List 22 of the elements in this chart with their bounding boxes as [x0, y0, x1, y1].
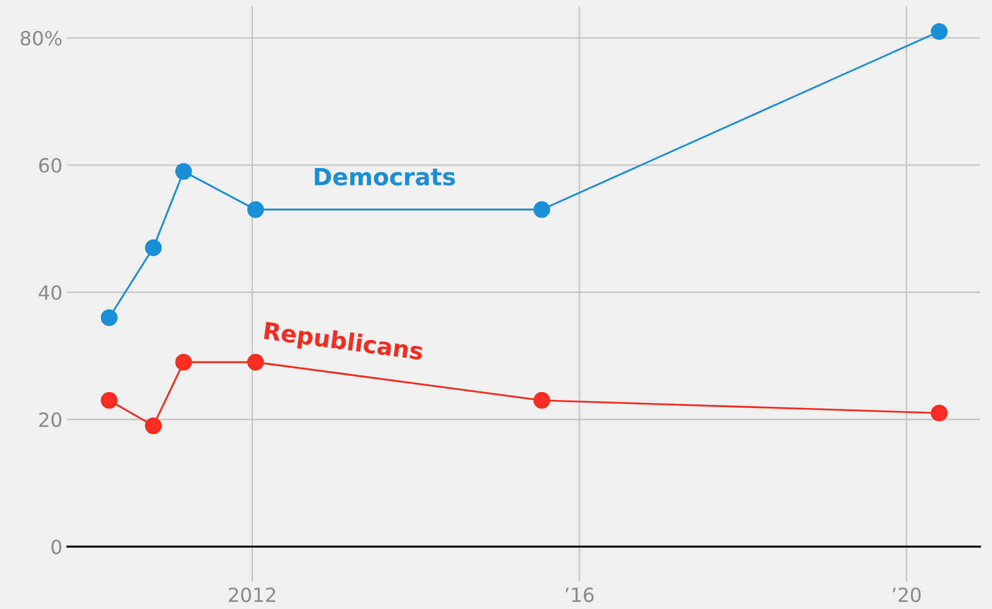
x-tick-label: 2012 — [228, 587, 276, 602]
y-tick-label: 60 — [39, 158, 62, 173]
series-label: Democrats — [314, 168, 455, 186]
x-tick-label: ’20 — [892, 587, 921, 602]
point — [100, 392, 118, 409]
y-tick-label: 20 — [39, 412, 62, 428]
point — [144, 417, 162, 434]
text: Republicans — [263, 321, 424, 365]
point — [533, 201, 550, 218]
y-tick-label: 80% — [20, 30, 62, 46]
point — [175, 163, 192, 180]
point — [930, 23, 948, 40]
point — [533, 392, 550, 409]
point — [144, 239, 162, 256]
y-tick-label: 0 — [52, 540, 62, 554]
x-tick-label: ’16 — [566, 587, 594, 602]
point — [930, 404, 948, 422]
point — [247, 354, 264, 371]
point — [100, 309, 118, 326]
point — [247, 201, 264, 218]
point — [175, 354, 192, 371]
y-tick-label: 40 — [38, 285, 62, 300]
